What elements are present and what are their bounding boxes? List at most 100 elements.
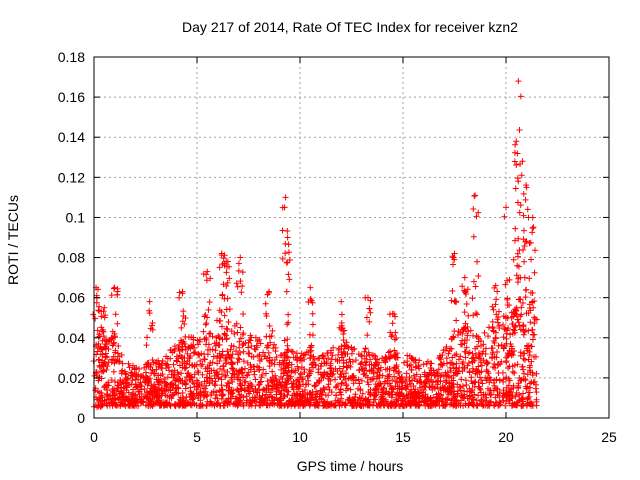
data-point: [328, 368, 335, 375]
data-point: [191, 371, 198, 378]
data-point: [200, 328, 207, 335]
data-point: [318, 360, 325, 367]
data-point: [422, 378, 429, 385]
data-point: [473, 397, 480, 404]
data-point: [508, 348, 515, 355]
data-point: [344, 343, 351, 350]
data-point: [524, 206, 531, 213]
data-point: [338, 298, 345, 305]
data-point: [215, 399, 222, 406]
data-point: [342, 370, 349, 377]
data-point: [103, 345, 110, 352]
data-point: [478, 338, 485, 345]
data-point: [461, 391, 468, 398]
data-point: [164, 374, 171, 381]
data-point: [237, 254, 244, 261]
data-point: [133, 396, 140, 403]
data-point: [201, 313, 208, 320]
data-point: [195, 392, 202, 399]
data-point: [341, 402, 348, 409]
y-tick-labels: 0 0.02 0.04 0.06 0.08 0.1 0.12 0.14 0.16 0.18: [58, 49, 85, 426]
data-point: [248, 364, 255, 371]
data-point: [255, 382, 262, 389]
data-point: [122, 377, 129, 384]
data-point: [395, 370, 402, 377]
data-point: [226, 384, 233, 391]
data-point: [508, 343, 515, 350]
data-point: [188, 374, 195, 381]
data-point: [385, 391, 392, 398]
data-point: [423, 360, 430, 367]
data-point: [470, 396, 477, 403]
data-point: [199, 361, 206, 368]
data-point: [182, 315, 189, 322]
data-point: [289, 348, 296, 355]
data-point: [219, 386, 226, 393]
data-point: [439, 402, 446, 409]
data-point: [494, 349, 501, 356]
data-point: [510, 313, 517, 320]
data-point: [281, 393, 288, 400]
data-point: [119, 367, 126, 374]
data-point: [262, 353, 269, 360]
data-point: [375, 365, 382, 372]
data-point: [283, 259, 290, 266]
data-point: [526, 301, 533, 308]
data-point: [246, 396, 253, 403]
data-point: [493, 311, 500, 318]
data-point: [100, 308, 107, 315]
data-point: [250, 397, 257, 404]
data-point: [384, 375, 391, 382]
data-point: [158, 387, 165, 394]
data-point: [214, 352, 221, 359]
data-point: [296, 374, 303, 381]
data-point: [520, 402, 527, 409]
data-point: [96, 303, 103, 310]
data-point: [240, 374, 247, 381]
data-point: [263, 344, 270, 351]
data-point: [304, 373, 311, 380]
data-point: [461, 337, 468, 344]
data-point: [307, 354, 314, 361]
data-point: [235, 260, 242, 267]
data-point: [529, 402, 536, 409]
data-point: [224, 402, 231, 409]
data-point: [351, 345, 358, 352]
data-point: [196, 382, 203, 389]
data-point: [340, 373, 347, 380]
data-point: [524, 343, 531, 350]
data-point: [473, 366, 480, 373]
data-point: [514, 199, 521, 206]
data-point: [378, 398, 385, 405]
data-point: [119, 379, 126, 386]
data-point: [271, 381, 278, 388]
data-point: [325, 402, 332, 409]
data-point: [110, 353, 117, 360]
data-point: [306, 331, 313, 338]
data-point: [282, 250, 289, 257]
data-point: [117, 388, 124, 395]
data-point: [282, 379, 289, 386]
data-point: [415, 395, 422, 402]
data-point: [237, 349, 244, 356]
data-point: [102, 383, 109, 390]
data-point: [474, 311, 481, 318]
data-point: [239, 269, 246, 276]
data-point: [299, 400, 306, 407]
data-point: [502, 281, 509, 288]
data-point: [391, 364, 398, 371]
data-point: [174, 384, 181, 391]
data-point: [518, 395, 525, 402]
data-point: [289, 400, 296, 407]
data-point: [206, 330, 213, 337]
data-point: [482, 374, 489, 381]
data-point: [470, 205, 477, 212]
data-point: [219, 371, 226, 378]
chart-title: Day 217 of 2014, Rate Of TEC Index for r…: [182, 19, 518, 35]
data-point: [228, 328, 235, 335]
data-point: [216, 264, 223, 271]
data-point: [281, 204, 288, 211]
data-point: [513, 161, 520, 168]
data-point: [188, 342, 195, 349]
data-point: [401, 359, 408, 366]
